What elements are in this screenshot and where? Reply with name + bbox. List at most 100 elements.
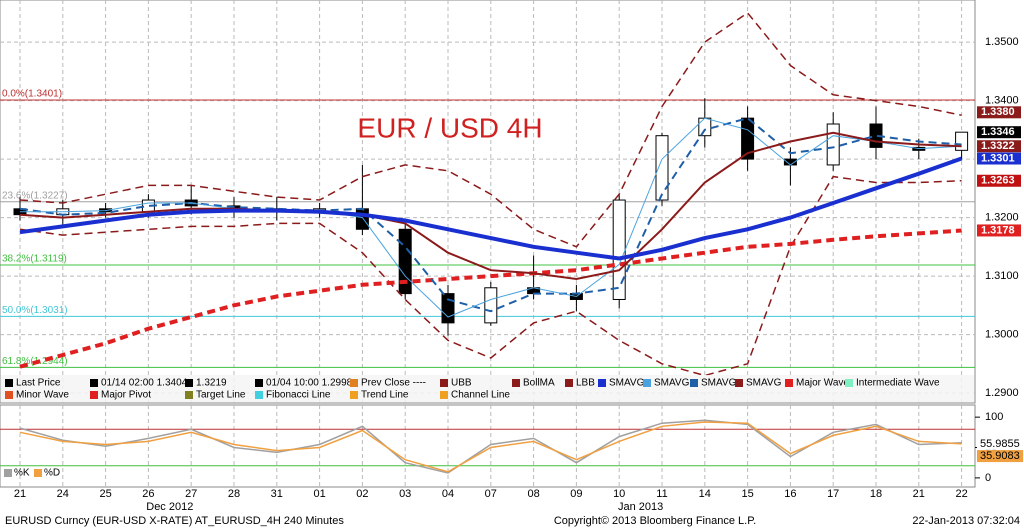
legend-swatch (440, 379, 448, 387)
legend-label: Trend Line (361, 390, 409, 401)
x-month-label: Jan 2013 (618, 501, 663, 513)
fib-label: 50.0%(1.3031) (2, 305, 68, 316)
legend-swatch (598, 379, 606, 387)
series-line (19, 131, 962, 281)
candle-body (655, 135, 669, 201)
x-tick-label: 21 (14, 488, 26, 500)
legend-label: Last Price (16, 378, 61, 389)
x-tick-label: 16 (784, 488, 796, 500)
legend-swatch (350, 379, 358, 387)
x-tick-label: 26 (142, 488, 154, 500)
fib-label: 38.2%(1.3119) (2, 254, 67, 265)
legend-label: Fibonacci Line (266, 390, 331, 401)
legend-label: LBB (576, 378, 595, 389)
price-tag (977, 106, 1021, 119)
x-tick-label: 22 (955, 488, 967, 500)
legend-label: UBB (451, 378, 472, 389)
legend-label: Prev Close ---- (361, 378, 426, 389)
price-tag-label: 1.3301 (981, 152, 1015, 164)
legend-swatch (90, 391, 98, 399)
candle-body (612, 199, 626, 300)
legend-label: SMAVG (654, 378, 690, 389)
x-tick-label: 03 (399, 488, 411, 500)
series-line (19, 421, 962, 473)
legend-swatch (185, 391, 193, 399)
panel-frame (0, 404, 976, 488)
chart-title: EUR / USD 4H (357, 112, 542, 143)
price-tag-label: 1.3263 (981, 175, 1015, 187)
legend-label: SMAVG (746, 378, 782, 389)
x-tick-label: 04 (442, 488, 454, 500)
legend-swatch (440, 391, 448, 399)
y-tick-label: 100 (985, 411, 1003, 423)
series-line (19, 11, 962, 248)
fib-label: 0.0%(1.3401) (2, 89, 62, 100)
candle-body (826, 123, 840, 166)
legend-swatch (34, 469, 42, 477)
legend-label: Intermediate Wave (856, 378, 940, 389)
legend-swatch (845, 379, 853, 387)
legend-bg (1, 375, 974, 402)
series-line (19, 117, 962, 313)
legend-swatch (735, 379, 743, 387)
y-tick-label: 1.3000 (985, 328, 1019, 340)
x-tick-label: 27 (185, 488, 197, 500)
legend-swatch (690, 379, 698, 387)
legend-label: %K (14, 468, 30, 479)
price-tag (977, 152, 1021, 165)
x-tick-label: 02 (356, 488, 368, 500)
legend-label: Minor Wave (16, 390, 69, 401)
candle-body (441, 293, 455, 324)
candle-body (741, 117, 755, 160)
legend-label: 01/04 10:00 1.2998 (266, 378, 353, 389)
price-tag (977, 174, 1021, 187)
x-tick-label: 08 (527, 488, 539, 500)
x-month-label: Dec 2012 (146, 501, 193, 513)
x-tick-label: 10 (613, 488, 625, 500)
series-line (19, 228, 962, 369)
x-tick-label: 18 (870, 488, 882, 500)
x-tick-label: 01 (313, 488, 325, 500)
price-tag (977, 126, 1021, 139)
value-tag (977, 450, 1023, 463)
x-tick-label: 07 (485, 488, 497, 500)
legend-swatch (565, 379, 573, 387)
legend-label: SMAVG (609, 378, 645, 389)
value-tag (977, 437, 1023, 450)
legend-label: 1.3219 (196, 378, 227, 389)
x-tick-label: 28 (228, 488, 240, 500)
x-tick-label: 21 (913, 488, 925, 500)
price-tag-label: 1.3346 (981, 126, 1015, 138)
legend-label: SMAVG (701, 378, 737, 389)
legend-label: 01/14 02:00 1.3404 (101, 378, 188, 389)
footer-left: EURUSD Curncy (EUR-USD X-RATE) AT_EURUSD… (5, 515, 344, 527)
x-tick-label: 09 (570, 488, 582, 500)
legend-swatch (185, 379, 193, 387)
price-tag-label: 1.3178 (981, 224, 1015, 236)
series-line (19, 175, 962, 377)
price-tag-label: 1.3380 (981, 106, 1015, 118)
y-tick-label: 1.2900 (985, 387, 1019, 399)
candle-body (355, 208, 369, 230)
x-tick-label: 15 (741, 488, 753, 500)
footer-center: Copyright© 2013 Bloomberg Finance L.P. (554, 515, 756, 527)
legend-label: Major Wave (796, 378, 849, 389)
series-line (19, 156, 963, 261)
candle-body (698, 117, 712, 137)
y-tick-label: 0 (985, 472, 991, 484)
legend-swatch (255, 391, 263, 399)
footer-right: 22-Jan-2013 07:32:04 (912, 515, 1020, 527)
x-tick-label: 24 (57, 488, 69, 500)
legend-swatch (90, 379, 98, 387)
legend-swatch (643, 379, 651, 387)
x-tick-label: 25 (99, 488, 111, 500)
x-tick-label: 11 (656, 488, 667, 500)
fib-label: 23.6%(1.3227) (2, 190, 68, 201)
legend-swatch (4, 469, 12, 477)
x-tick-label: 31 (271, 488, 283, 500)
legend-swatch (5, 379, 13, 387)
x-tick-label: 17 (827, 488, 839, 500)
series-line (20, 117, 962, 318)
